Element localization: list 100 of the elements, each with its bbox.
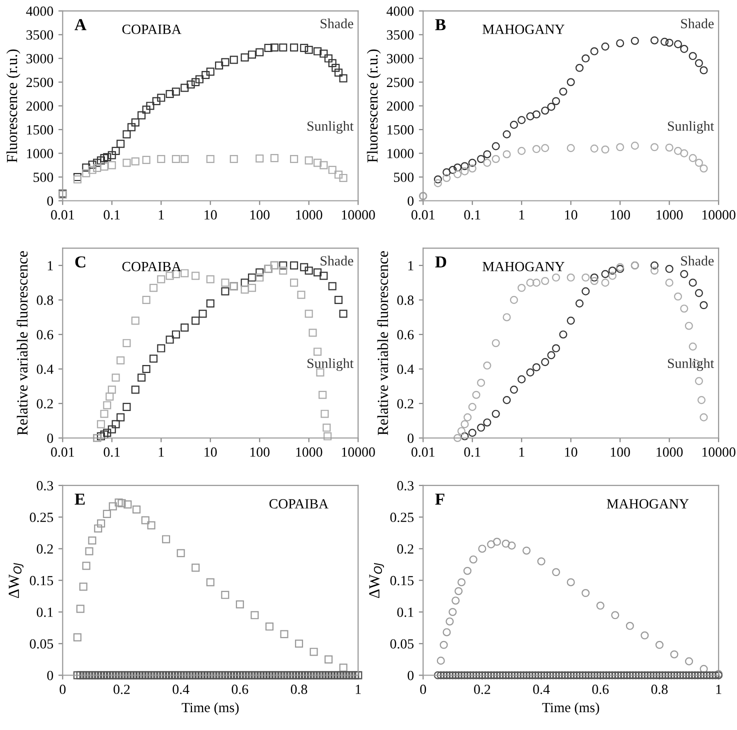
- y-tick-label: 2500: [386, 78, 414, 88]
- y-tick-label: 0.2: [397, 544, 414, 554]
- x-tick-label: 0.6: [592, 684, 609, 694]
- y-tick-label: 0.15: [390, 576, 414, 586]
- y-axis-title: Relative variable fluorescence: [16, 251, 28, 436]
- x-tick-label: 1: [158, 447, 164, 457]
- series-label: Shade: [320, 256, 354, 266]
- y-tick-label: 0.25: [390, 512, 414, 522]
- y-tick-label: 2000: [26, 101, 54, 111]
- x-tick-label: 10: [204, 447, 217, 457]
- y-tick-label: 2000: [386, 101, 414, 111]
- y-tick-label: 4000: [386, 6, 414, 16]
- chart-title: B: [435, 19, 446, 30]
- x-tick-label: 0.01: [411, 210, 434, 220]
- y-tick-label: 0: [47, 670, 54, 680]
- x-tick-label: 1: [158, 210, 164, 220]
- y-tick-label: 1500: [27, 125, 54, 135]
- y-axis-title: Relative variable fluorescence: [377, 251, 388, 436]
- y-tick-label: 0.2: [36, 544, 53, 554]
- y-tick-label: 0.3: [397, 481, 414, 490]
- y-tick-label: 4000: [26, 6, 54, 16]
- y-tick-label: 0.25: [30, 512, 54, 522]
- series-label: Shade: [320, 18, 354, 28]
- y-axis-title: ΔW$_{OJ}$: [369, 562, 384, 598]
- y-tick-label: 0.4: [397, 364, 414, 374]
- y-axis-title: Fluorescence (r.u.): [366, 49, 381, 162]
- chart-title: C: [75, 256, 86, 268]
- text: MAHOGANY: [606, 499, 689, 509]
- x-tick-label: 0.2: [474, 684, 490, 694]
- x-tick-label: 0.8: [290, 684, 308, 694]
- chart-title: A: [74, 19, 86, 30]
- x-tick-label: 100: [250, 210, 270, 220]
- y-tick-label: 0.1: [397, 608, 414, 617]
- x-tick-label: 0.8: [651, 684, 668, 694]
- x-tick-label: 100: [250, 447, 270, 457]
- y-tick-label: 0: [408, 670, 414, 680]
- series-label: Sunlight: [668, 358, 714, 371]
- y-tick-label: 0.4: [36, 364, 54, 374]
- y-tick-label: 0.05: [390, 639, 414, 649]
- chart-title: E: [74, 494, 85, 505]
- x-tick-label: 0.1: [464, 447, 480, 457]
- text: MAHOGANY: [482, 24, 564, 34]
- series-label: Sunlight: [308, 358, 354, 371]
- x-tick-label: 10000: [342, 210, 375, 220]
- y-tick-label: 0: [47, 434, 54, 443]
- x-tick-label: 1: [356, 684, 361, 694]
- x-tick-label: 0.01: [411, 447, 434, 457]
- x-tick-label: 1: [716, 684, 722, 694]
- y-tick-label: 0.05: [30, 639, 54, 649]
- x-tick-label: 10: [565, 447, 578, 457]
- x-tick-label: 0.4: [533, 684, 550, 694]
- y-tick-label: 3000: [26, 54, 54, 64]
- x-tick-label: 0.01: [51, 447, 74, 457]
- x-tick-label: 100: [610, 210, 630, 220]
- chart-title: F: [435, 494, 444, 505]
- x-tick-label: 1000: [296, 447, 322, 457]
- y-tick-label: 0.2: [36, 399, 53, 409]
- y-tick-label: 1: [408, 261, 414, 270]
- x-tick-label: 1: [519, 447, 524, 457]
- y-tick-label: 0.8: [36, 296, 54, 305]
- y-tick-label: 0.6: [36, 330, 54, 340]
- y-tick-label: 1500: [388, 125, 414, 135]
- text: COPAIBA: [269, 499, 328, 509]
- x-axis-title: Time (ms): [542, 702, 600, 716]
- series-label: Sunlight: [308, 121, 354, 134]
- x-tick-label: 1000: [296, 210, 322, 220]
- x-tick-label: 0.4: [172, 684, 190, 694]
- series-label: Sunlight: [668, 121, 714, 134]
- y-tick-label: 0.6: [397, 330, 414, 340]
- y-tick-label: 3000: [386, 54, 414, 64]
- y-tick-label: 0.15: [30, 576, 54, 586]
- y-tick-label: 500: [394, 172, 414, 182]
- series-label: Shade: [681, 256, 714, 266]
- series-label: Shade: [681, 18, 714, 28]
- text: COPAIBA: [122, 24, 182, 34]
- y-tick-label: 0.1: [36, 608, 53, 617]
- x-tick-label: 0: [60, 684, 66, 694]
- x-axis-title: Time (ms): [182, 702, 239, 716]
- x-tick-label: 10: [565, 210, 578, 220]
- x-tick-label: 0.1: [104, 210, 120, 220]
- y-tick-label: 1000: [388, 148, 414, 158]
- y-tick-label: 3500: [386, 30, 414, 40]
- y-axis-title: Fluorescence (r.u.): [6, 49, 20, 162]
- x-tick-label: 0.01: [51, 210, 74, 220]
- y-tick-label: 0: [47, 196, 54, 206]
- text: MAHOGANY: [482, 262, 564, 272]
- x-tick-label: 10000: [702, 210, 736, 220]
- y-tick-label: 0: [408, 434, 414, 443]
- y-tick-label: 0.2: [397, 399, 414, 409]
- x-tick-label: 0.1: [464, 210, 480, 220]
- y-tick-label: 1: [48, 261, 53, 270]
- x-tick-label: 0.2: [114, 684, 130, 694]
- chart-title: D: [435, 256, 446, 268]
- text: COPAIBA: [122, 262, 182, 272]
- x-tick-label: 10: [204, 210, 217, 220]
- x-tick-label: 1: [519, 210, 524, 220]
- y-tick-label: 1000: [27, 148, 54, 158]
- y-tick-label: 0: [408, 196, 414, 206]
- y-tick-label: 0.8: [397, 296, 414, 305]
- y-tick-label: 500: [34, 172, 54, 182]
